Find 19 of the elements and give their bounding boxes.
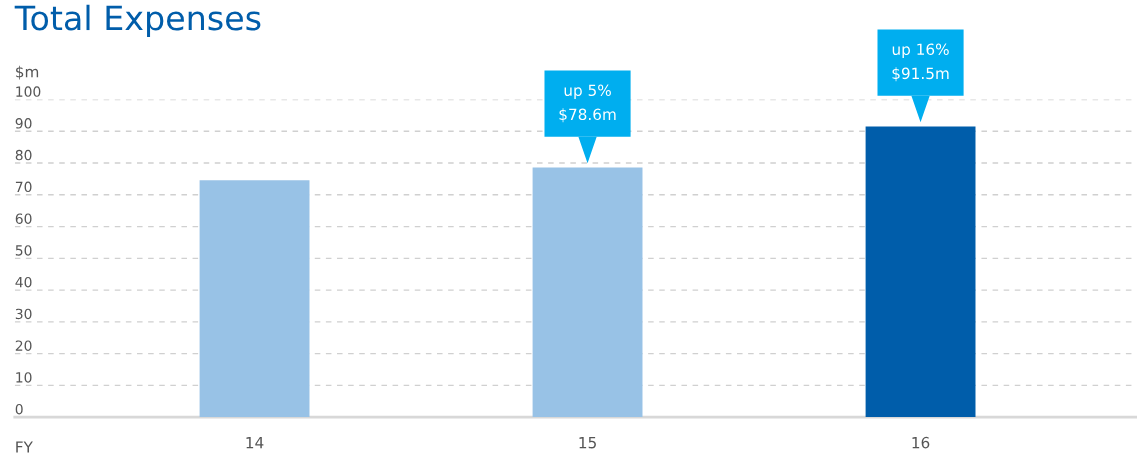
x-tick-label: 14: [246, 437, 264, 449]
x-tick-label: 15: [579, 437, 596, 449]
y-tick-label: 50: [15, 245, 32, 256]
x-axis-title: FY: [16, 441, 33, 453]
y-tick-label: 20: [15, 340, 32, 351]
annotation: up 5% $78.6m: [559, 84, 616, 123]
y-axis-title: $m: [16, 65, 39, 80]
y-tick-label: 10: [16, 372, 32, 383]
y-tick-label: 80: [15, 149, 32, 161]
y-tick-label: 70: [15, 181, 32, 193]
annotation: up 16% $91.5m: [892, 43, 949, 82]
y-tick-label: 90: [15, 118, 32, 129]
chart-title: Total Expenses: [14, 4, 261, 37]
y-tick-label: 0: [15, 403, 23, 415]
y-tick-label: 40: [15, 276, 32, 288]
y-tick-label: 60: [15, 213, 32, 224]
y-tick-label: 100: [16, 86, 41, 97]
y-tick-label: 30: [15, 308, 32, 320]
x-tick-label: 16: [912, 436, 930, 449]
